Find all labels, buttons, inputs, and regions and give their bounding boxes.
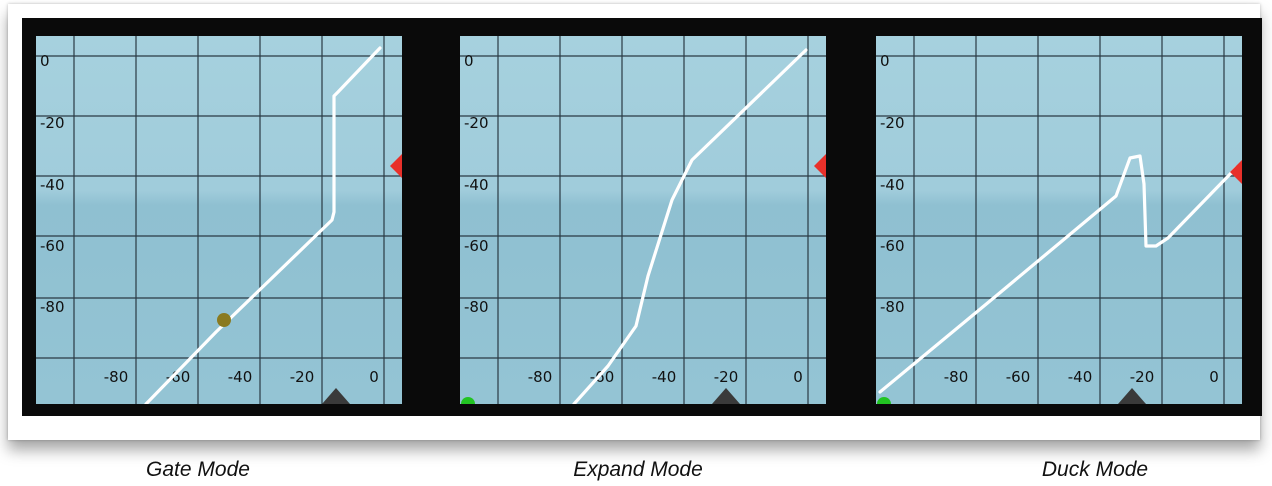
transfer-curve bbox=[572, 48, 808, 404]
x-tick-label: -60 bbox=[166, 368, 191, 386]
x-tick-label: 0 bbox=[369, 368, 379, 386]
threshold-arrow-icon[interactable] bbox=[1230, 160, 1242, 184]
y-tick-label: -20 bbox=[40, 114, 65, 132]
expand-mode-caption: Expand Mode bbox=[573, 458, 703, 481]
expand-mode-graph[interactable]: 0 -20 -40 -60 -80 -80 -60 -40 -20 0 bbox=[460, 36, 826, 404]
x-tick-label: -20 bbox=[290, 368, 315, 386]
graph-background bbox=[460, 36, 826, 404]
x-tick-label: -40 bbox=[1068, 368, 1093, 386]
y-tick-label: -40 bbox=[40, 176, 65, 194]
y-tick-label: -60 bbox=[40, 237, 65, 255]
y-tick-label: -40 bbox=[880, 176, 905, 194]
x-tick-label: 0 bbox=[1209, 368, 1219, 386]
y-tick-label: -80 bbox=[40, 298, 65, 316]
x-tick-label: -80 bbox=[944, 368, 969, 386]
y-tick-label: -80 bbox=[880, 298, 905, 316]
y-tick-label: 0 bbox=[40, 52, 50, 70]
y-tick-label: -80 bbox=[464, 298, 489, 316]
gate-mode-caption: Gate Mode bbox=[146, 458, 250, 481]
x-tick-label: -20 bbox=[1130, 368, 1155, 386]
y-tick-label: -40 bbox=[464, 176, 489, 194]
y-tick-label: 0 bbox=[464, 52, 474, 70]
threshold-arrow-icon[interactable] bbox=[390, 154, 402, 178]
duck-mode-caption: Duck Mode bbox=[1041, 458, 1149, 481]
duck-mode-graph[interactable]: 0 -20 -40 -60 -80 -80 -60 -40 -20 0 bbox=[876, 36, 1242, 404]
y-tick-label: -20 bbox=[880, 114, 905, 132]
graph-background bbox=[36, 36, 402, 404]
x-tick-label: -20 bbox=[714, 368, 739, 386]
bottom-triangle-marker-icon[interactable] bbox=[712, 388, 740, 404]
y-tick-label: -60 bbox=[880, 237, 905, 255]
x-tick-label: -60 bbox=[1006, 368, 1031, 386]
x-tick-label: -80 bbox=[528, 368, 553, 386]
bottom-triangle-marker-icon[interactable] bbox=[1118, 388, 1146, 404]
threshold-arrow-icon[interactable] bbox=[814, 154, 826, 178]
graph-background bbox=[876, 36, 1242, 404]
green-marker-icon bbox=[461, 397, 475, 404]
transfer-curve bbox=[878, 154, 1238, 394]
threshold-dot-icon bbox=[217, 313, 231, 327]
gate-mode-graph[interactable]: 0 -20 -40 -60 -80 -80 -60 -40 -20 0 bbox=[36, 36, 402, 404]
y-tick-label: 0 bbox=[880, 52, 890, 70]
y-tick-label: -60 bbox=[464, 237, 489, 255]
y-tick-label: -20 bbox=[464, 114, 489, 132]
green-marker-icon bbox=[877, 397, 891, 404]
x-tick-label: 0 bbox=[793, 368, 803, 386]
bottom-triangle-marker-icon[interactable] bbox=[322, 388, 350, 404]
transfer-curve bbox=[144, 46, 382, 404]
x-tick-label: -40 bbox=[228, 368, 253, 386]
x-tick-label: -80 bbox=[104, 368, 129, 386]
x-tick-label: -40 bbox=[652, 368, 677, 386]
